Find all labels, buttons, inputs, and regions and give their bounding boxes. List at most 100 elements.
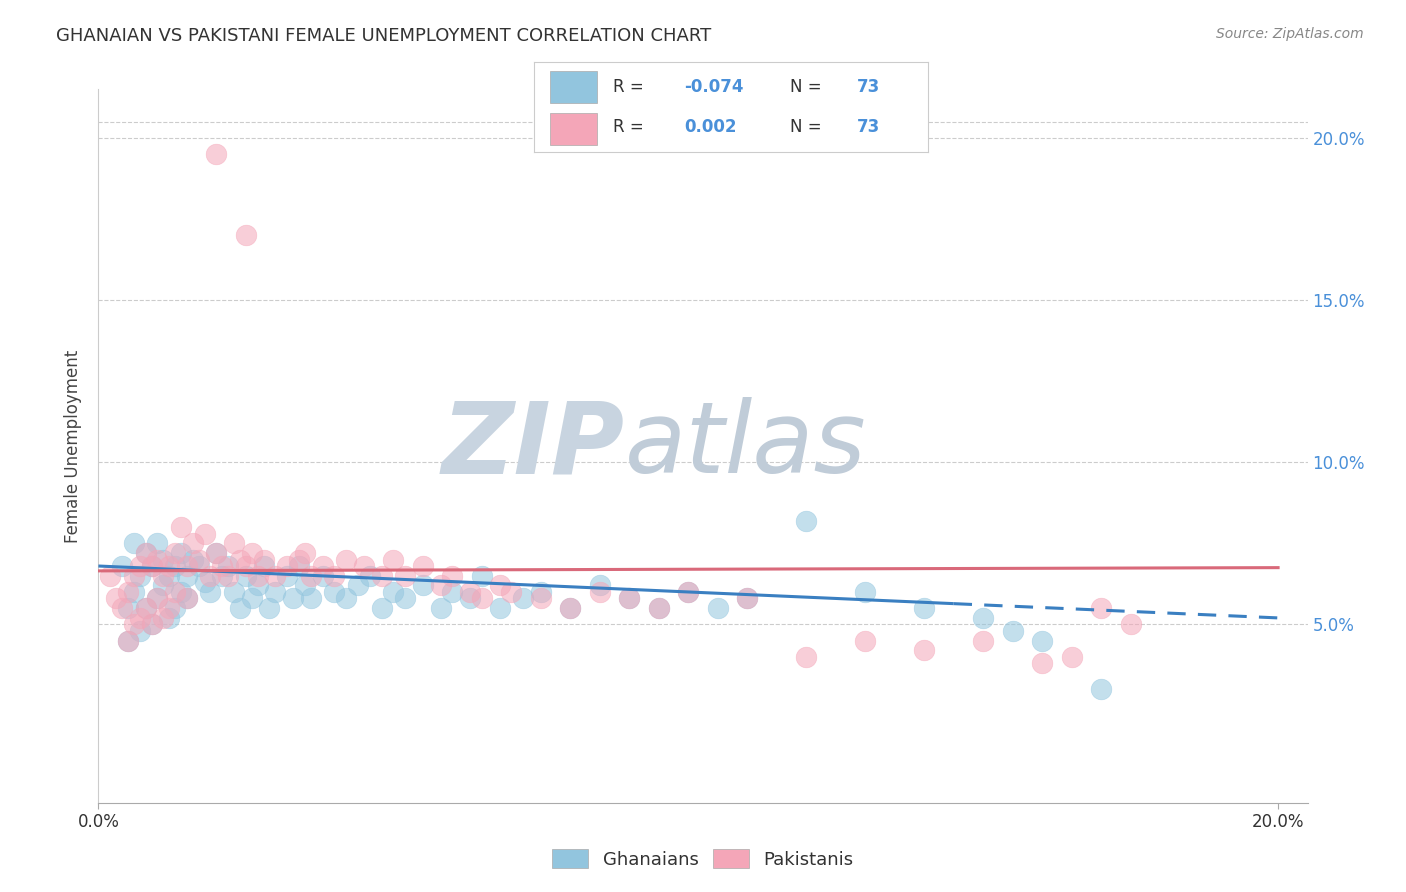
Point xyxy=(735,591,758,606)
Point xyxy=(128,568,150,582)
Point xyxy=(176,591,198,606)
Point xyxy=(441,585,464,599)
Point xyxy=(235,568,257,582)
Point xyxy=(200,568,222,582)
Point xyxy=(264,568,287,582)
Point xyxy=(146,591,169,606)
Point xyxy=(589,578,612,592)
Point xyxy=(128,611,150,625)
Point xyxy=(311,559,333,574)
Point xyxy=(394,568,416,582)
Point xyxy=(200,585,222,599)
Point xyxy=(853,585,876,599)
Point xyxy=(122,568,145,582)
Point xyxy=(1119,617,1142,632)
Point xyxy=(347,578,370,592)
FancyBboxPatch shape xyxy=(550,113,598,145)
Point xyxy=(359,568,381,582)
Point xyxy=(181,552,204,566)
Point xyxy=(488,578,510,592)
Point xyxy=(165,585,187,599)
Point xyxy=(458,591,481,606)
Point xyxy=(117,633,139,648)
Point xyxy=(972,611,994,625)
Point xyxy=(246,578,269,592)
Point xyxy=(111,601,134,615)
Point xyxy=(259,601,281,615)
Point xyxy=(288,552,311,566)
Point xyxy=(512,591,534,606)
Point xyxy=(353,559,375,574)
Point xyxy=(165,559,187,574)
Point xyxy=(335,552,357,566)
Point xyxy=(276,568,298,582)
Point xyxy=(111,559,134,574)
Point xyxy=(382,552,405,566)
Point xyxy=(458,585,481,599)
Point xyxy=(152,568,174,582)
Point xyxy=(194,526,217,541)
Point xyxy=(276,559,298,574)
Point xyxy=(141,617,163,632)
Point xyxy=(170,520,193,534)
Point xyxy=(412,578,434,592)
Point xyxy=(122,617,145,632)
Point xyxy=(229,552,252,566)
Point xyxy=(141,617,163,632)
Point xyxy=(429,578,451,592)
Point xyxy=(229,601,252,615)
Point xyxy=(222,536,245,550)
Point xyxy=(235,559,257,574)
Point xyxy=(211,559,233,574)
Point xyxy=(187,559,209,574)
Point xyxy=(589,585,612,599)
Point xyxy=(311,568,333,582)
Point xyxy=(152,578,174,592)
Point xyxy=(441,568,464,582)
Point xyxy=(560,601,582,615)
Point xyxy=(794,514,817,528)
Point xyxy=(619,591,641,606)
Point xyxy=(370,601,392,615)
Point xyxy=(1031,657,1053,671)
Point xyxy=(128,624,150,638)
Point xyxy=(394,591,416,606)
Point xyxy=(135,546,157,560)
Point xyxy=(165,546,187,560)
Point xyxy=(335,591,357,606)
Point xyxy=(181,536,204,550)
Point xyxy=(735,591,758,606)
Legend: Ghanaians, Pakistanis: Ghanaians, Pakistanis xyxy=(546,842,860,876)
Point xyxy=(135,601,157,615)
Point xyxy=(187,552,209,566)
Point xyxy=(1060,649,1083,664)
Point xyxy=(157,601,180,615)
Point xyxy=(294,578,316,592)
Text: N =: N = xyxy=(790,78,827,96)
Text: GHANAIAN VS PAKISTANI FEMALE UNEMPLOYMENT CORRELATION CHART: GHANAIAN VS PAKISTANI FEMALE UNEMPLOYMEN… xyxy=(56,27,711,45)
Point xyxy=(122,585,145,599)
Point xyxy=(205,147,228,161)
Point xyxy=(146,591,169,606)
Point xyxy=(853,633,876,648)
Point xyxy=(117,633,139,648)
Point xyxy=(288,559,311,574)
Text: R =: R = xyxy=(613,118,650,136)
Point xyxy=(471,568,494,582)
Point xyxy=(122,536,145,550)
Point xyxy=(98,568,121,582)
Point xyxy=(235,228,257,243)
Point xyxy=(252,559,274,574)
Point xyxy=(1031,633,1053,648)
Point xyxy=(412,559,434,574)
Point xyxy=(370,568,392,582)
Point xyxy=(299,591,322,606)
Point xyxy=(972,633,994,648)
Point xyxy=(794,649,817,664)
Point xyxy=(176,591,198,606)
Point xyxy=(141,559,163,574)
Point xyxy=(117,585,139,599)
Point xyxy=(252,552,274,566)
Point xyxy=(135,601,157,615)
Point xyxy=(128,559,150,574)
